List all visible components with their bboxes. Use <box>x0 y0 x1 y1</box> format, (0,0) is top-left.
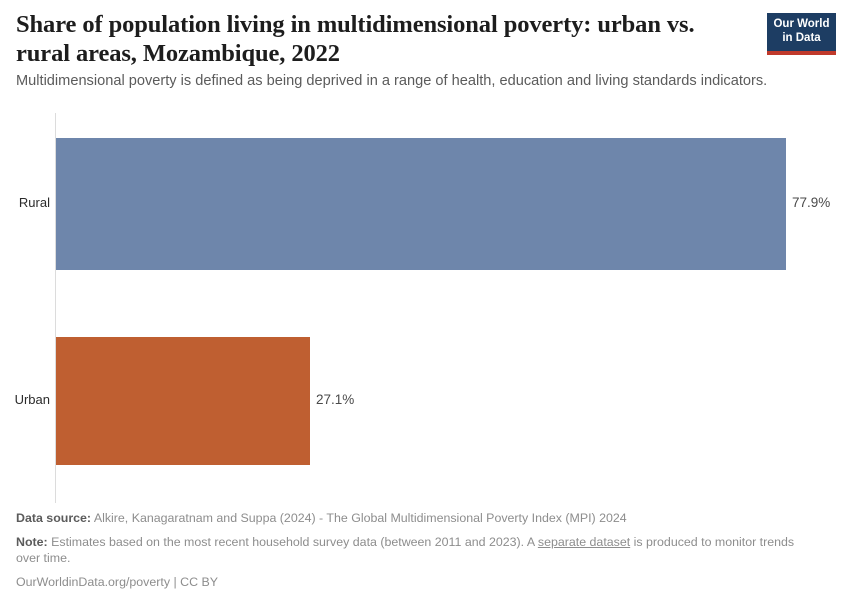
our-world-in-data-logo[interactable]: Our World in Data <box>767 13 836 55</box>
footer-note-text-after: is produced to monitor trends over time. <box>16 534 795 566</box>
bar-chart-plot-area: Rural 77.9% Urban 27.1% <box>0 108 850 503</box>
footer-note: Note: Estimates based on the most recent… <box>16 534 816 567</box>
logo-line-two: in Data <box>782 32 821 44</box>
bar-rural[interactable] <box>56 138 786 270</box>
footer-note-text-before: Estimates based on the most recent house… <box>47 534 538 549</box>
chart-subtitle: Multidimensional poverty is defined as b… <box>16 73 768 89</box>
bar-value-label-rural: 77.9% <box>792 195 831 210</box>
footer-data-source: Data source: Alkire, Kanagaratnam and Su… <box>16 510 816 527</box>
page-title: Share of population living in multidimen… <box>16 11 695 67</box>
footer-data-source-text: Alkire, Kanagaratnam and Suppa (2024) - … <box>91 511 627 525</box>
bar-urban[interactable] <box>56 337 310 465</box>
bar-row-rural: Rural 77.9% <box>0 138 850 270</box>
bar-row-urban: Urban 27.1% <box>0 337 850 465</box>
logo-line-one: Our World <box>773 18 830 30</box>
footer-data-source-label: Data source: <box>16 511 92 525</box>
footer-license-text: OurWorldinData.org/poverty | CC BY <box>16 574 219 589</box>
bar-category-label-urban: Urban <box>14 392 50 407</box>
bar-category-label-rural: Rural <box>18 195 50 210</box>
chart-header: Share of population living in multidimen… <box>0 0 850 108</box>
footer-note-label: Note: <box>16 534 48 549</box>
footer-license[interactable]: OurWorldinData.org/poverty | CC BY <box>16 574 816 591</box>
y-axis-line <box>55 113 56 503</box>
separate-dataset-link[interactable]: separate dataset <box>537 534 631 549</box>
bar-value-label-urban: 27.1% <box>316 392 355 407</box>
chart-footer: Data source: Alkire, Kanagaratnam and Su… <box>16 510 816 590</box>
